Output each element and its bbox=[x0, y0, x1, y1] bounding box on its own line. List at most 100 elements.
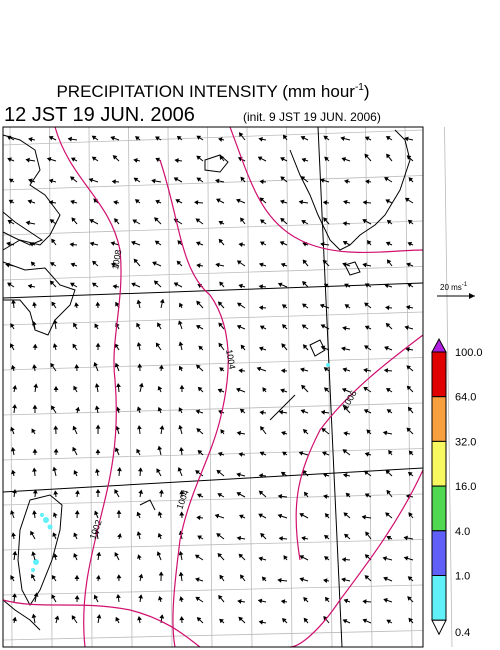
wind-vector-head bbox=[135, 136, 140, 141]
colorbar-segment bbox=[431, 575, 447, 621]
wind-vector-head bbox=[6, 135, 12, 141]
map-frame bbox=[2, 126, 424, 648]
wind-vector-head bbox=[7, 220, 13, 225]
wind-vector-head bbox=[362, 200, 368, 205]
wind-vector-head bbox=[10, 575, 15, 580]
wind-vector-head bbox=[27, 199, 33, 204]
wind-vector-head bbox=[366, 240, 372, 245]
grid-line bbox=[365, 126, 373, 648]
wind-vector-head bbox=[256, 366, 262, 372]
wind-vector-head bbox=[386, 535, 392, 541]
wind-vector-head bbox=[10, 426, 15, 432]
wind-vector-head bbox=[384, 177, 389, 182]
wind-vector-head bbox=[73, 322, 78, 328]
wind-vector-head bbox=[95, 449, 101, 454]
wind-vector-head bbox=[364, 136, 370, 141]
wind-vector-head bbox=[116, 509, 122, 514]
wind-vector-head bbox=[238, 452, 243, 457]
wind-vector-head bbox=[54, 615, 60, 620]
wind-vector-head bbox=[51, 405, 56, 411]
wind-vector-head bbox=[324, 513, 330, 518]
wind-vector-head bbox=[52, 466, 58, 472]
wind-vector-head bbox=[49, 280, 55, 286]
wind-vector-head bbox=[383, 368, 389, 373]
grid-line bbox=[2, 630, 424, 641]
wind-vector-head bbox=[74, 302, 79, 307]
wind-vector-head bbox=[324, 156, 329, 162]
wind-vector-head bbox=[96, 614, 102, 619]
wind-vector-head bbox=[138, 489, 144, 494]
wind-vector-head bbox=[29, 242, 34, 247]
grid-line bbox=[286, 126, 293, 648]
wind-vector-head bbox=[94, 405, 100, 410]
wind-vector-head bbox=[259, 410, 264, 416]
wind-vector-head bbox=[364, 493, 370, 498]
wind-vector-head bbox=[152, 261, 157, 266]
wind-vector-head bbox=[157, 445, 163, 451]
wind-vector-head bbox=[136, 322, 141, 328]
wind-vector-head bbox=[12, 489, 17, 494]
wind-vector-head bbox=[51, 575, 57, 580]
wind-vector-head bbox=[196, 300, 201, 306]
wind-vector-head bbox=[178, 571, 184, 577]
wind-vector-head bbox=[114, 447, 120, 453]
colorbar-segment bbox=[431, 351, 447, 398]
wind-vector-head bbox=[257, 156, 263, 161]
wind-vector-head bbox=[323, 283, 329, 288]
wind-vector-head bbox=[407, 471, 413, 477]
wind-vector-head bbox=[196, 263, 201, 268]
title-exponent: -1 bbox=[355, 82, 364, 93]
wind-vector-head bbox=[71, 217, 76, 222]
wind-vector-head bbox=[215, 262, 220, 268]
wind-vector-head bbox=[260, 426, 265, 431]
wind-vector-head bbox=[341, 557, 346, 563]
wind-vector-head bbox=[194, 554, 200, 559]
wind-vector-head bbox=[178, 365, 184, 371]
wind-vector-head bbox=[404, 136, 409, 142]
wind-vector-head bbox=[176, 135, 182, 141]
wind-vector-head bbox=[179, 384, 185, 389]
wind-vector-head bbox=[195, 364, 201, 370]
wind-vector-head bbox=[218, 342, 223, 348]
wind-vector-head bbox=[364, 302, 369, 307]
wind-vector-head bbox=[366, 429, 371, 434]
wind-vector-head bbox=[382, 556, 388, 561]
wind-vector-head bbox=[11, 532, 16, 537]
wind-vector-head bbox=[195, 470, 200, 475]
wind-vector-head bbox=[197, 535, 202, 540]
wind-vector-head bbox=[136, 406, 142, 411]
wind-vector-head bbox=[261, 576, 267, 582]
wind-vector-head bbox=[404, 197, 410, 203]
wind-vector-head bbox=[114, 362, 120, 368]
wind-vector-head bbox=[52, 532, 57, 537]
wind-vector-head bbox=[179, 447, 184, 452]
wind-vector-head bbox=[236, 535, 242, 541]
wind-vector-head bbox=[110, 136, 116, 141]
map-background bbox=[3, 127, 423, 647]
wind-vector-head bbox=[195, 577, 200, 582]
wind-vector-head bbox=[341, 387, 347, 393]
wind-vector-head bbox=[175, 199, 181, 204]
wind-vector-head bbox=[407, 406, 413, 412]
wind-vector-head bbox=[50, 362, 55, 368]
wind-vector-head bbox=[114, 218, 119, 223]
wind-vectors bbox=[5, 132, 414, 625]
wind-vector-head bbox=[363, 386, 369, 392]
wind-vector-head bbox=[364, 554, 370, 559]
wind-vector-head bbox=[32, 404, 38, 409]
wind-vector-head bbox=[53, 553, 58, 558]
wind-vector-head bbox=[46, 157, 52, 162]
wind-vector-head bbox=[110, 241, 116, 246]
wind-vector-head bbox=[114, 552, 119, 557]
wind-vector-head bbox=[302, 429, 308, 434]
wind-vector-head bbox=[364, 451, 370, 457]
wind-vector-head bbox=[138, 594, 143, 599]
wind-vector-head bbox=[94, 323, 99, 329]
wind-key-text: 20 ms bbox=[440, 283, 462, 292]
wind-vector-head bbox=[179, 596, 184, 601]
wind-vector-head bbox=[219, 618, 224, 624]
wind-vector-head bbox=[49, 219, 55, 224]
wind-vector-head bbox=[179, 490, 185, 495]
wind-vector-head bbox=[53, 448, 59, 453]
wind-vector-head bbox=[74, 364, 80, 369]
